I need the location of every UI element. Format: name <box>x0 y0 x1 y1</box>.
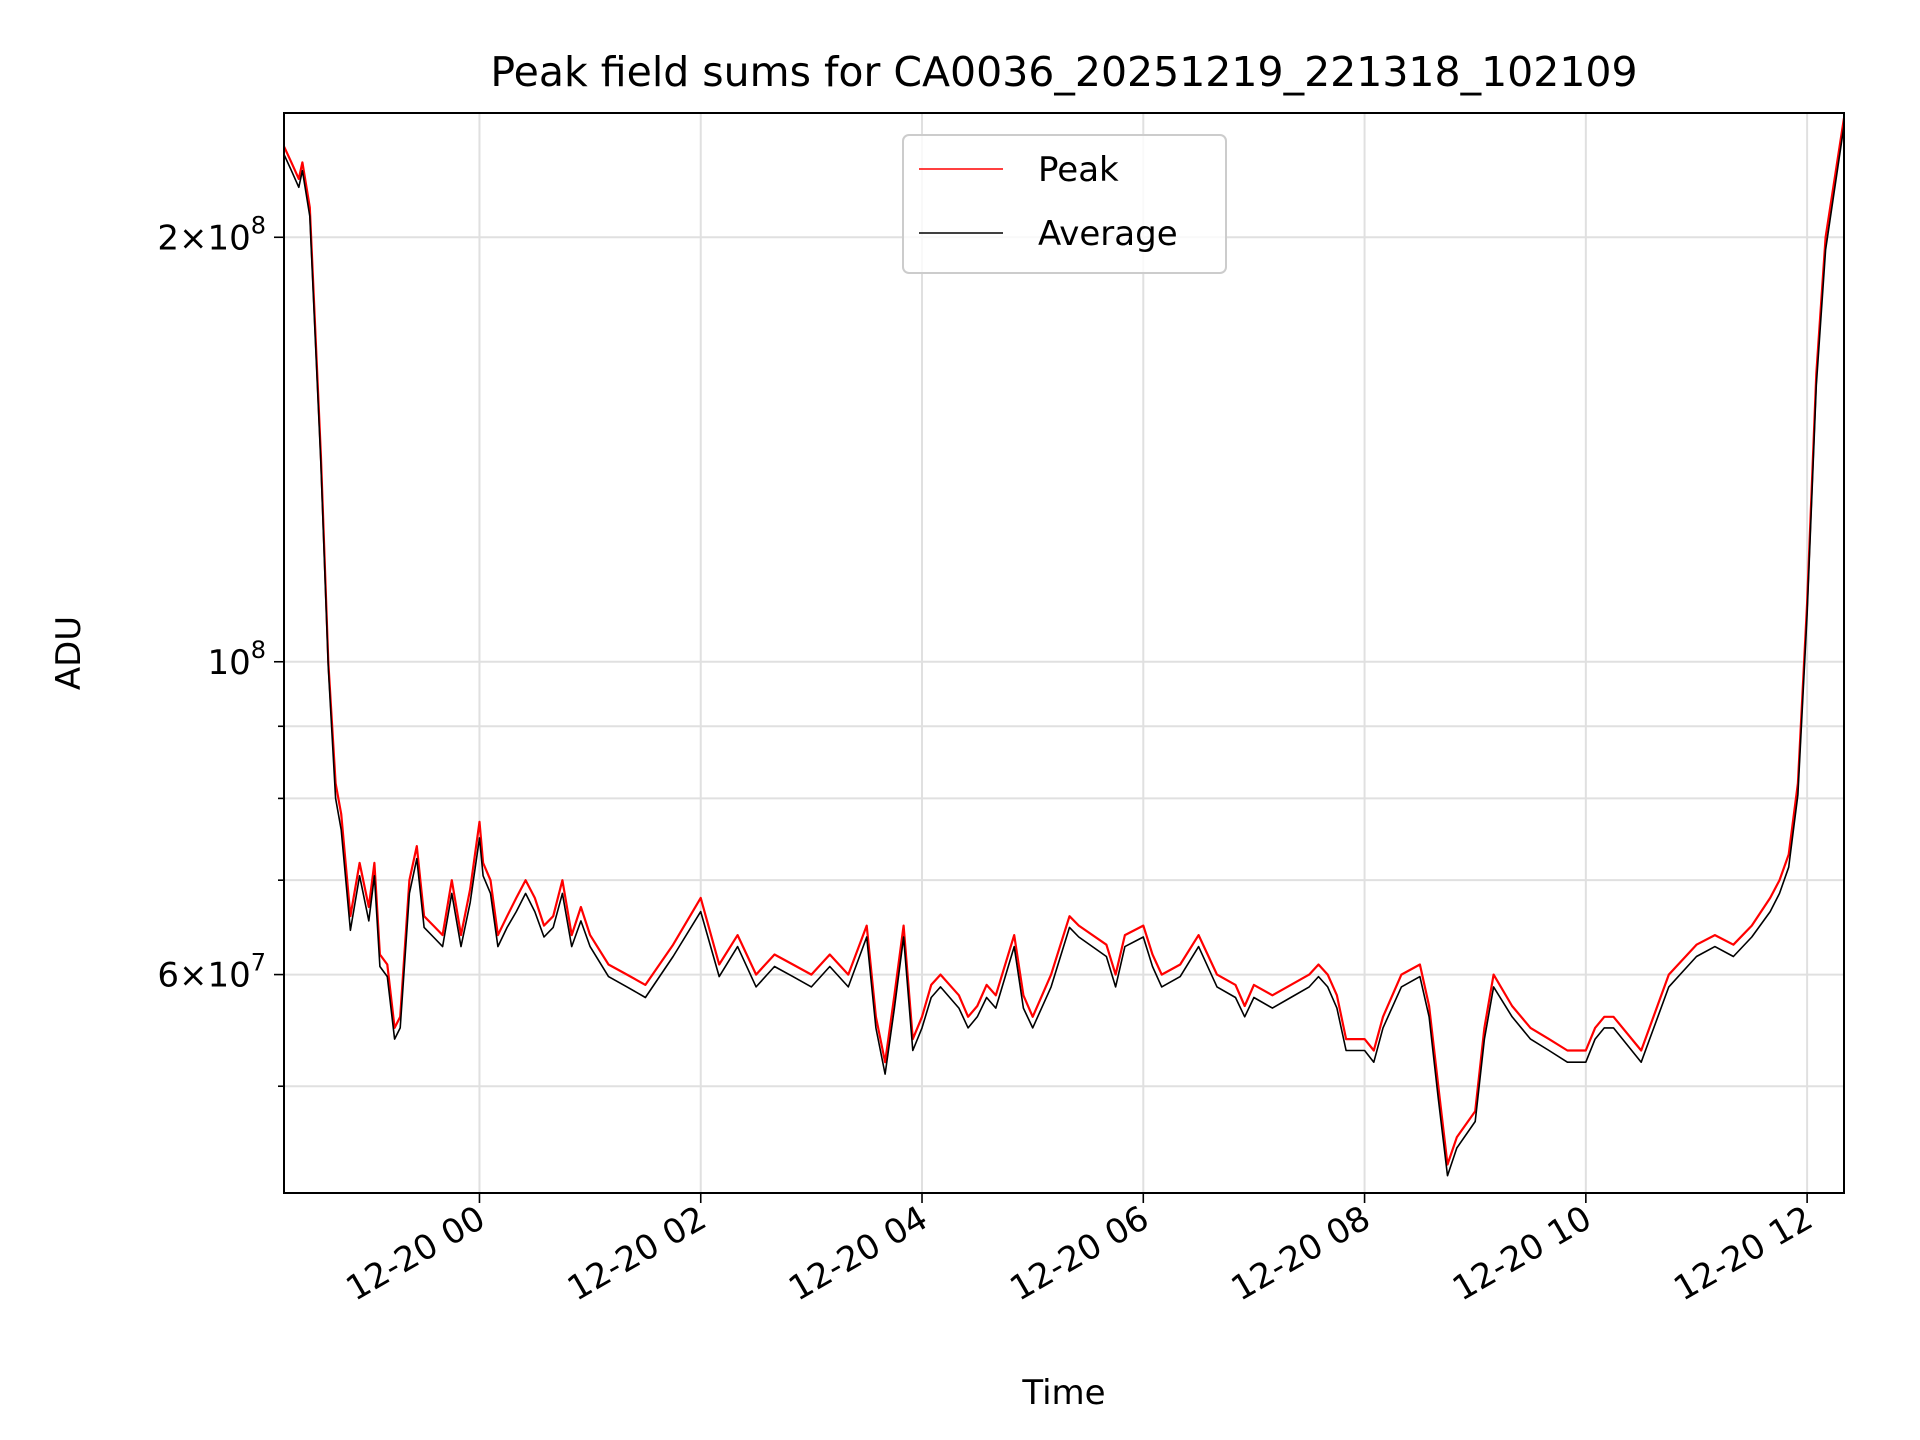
plot-frame <box>283 112 1845 1194</box>
legend-label-average: Average <box>1038 214 1178 254</box>
series-line-peak <box>284 117 1844 1166</box>
series-line-average <box>284 125 1844 1177</box>
y-tick-label: 2×108 <box>157 211 266 258</box>
legend-label-peak: Peak <box>1038 150 1119 190</box>
series-lines <box>284 117 1844 1177</box>
y-axis-title: ADU <box>49 616 89 690</box>
legend: Peak Average <box>902 134 1227 274</box>
chart-title: Peak field sums for CA0036_20251219_2213… <box>490 48 1637 96</box>
x-axis-title: Time <box>1021 1373 1105 1413</box>
y-tick-label: 6×107 <box>157 949 266 996</box>
y-tick-label: 108 <box>207 636 266 683</box>
